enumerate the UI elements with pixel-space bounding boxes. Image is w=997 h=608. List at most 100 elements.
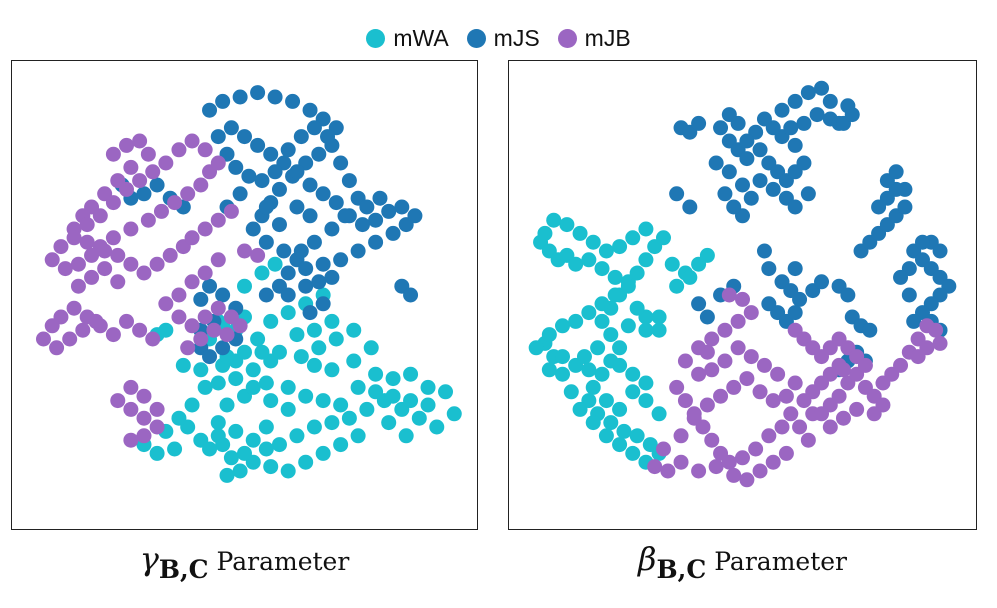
point-mjb-9 bbox=[761, 428, 777, 444]
point-mwa-54 bbox=[537, 225, 553, 241]
point-mwa-52 bbox=[171, 410, 187, 426]
point-mjs-4 bbox=[752, 142, 768, 158]
point-mwa-25 bbox=[625, 445, 641, 461]
point-mwa-66 bbox=[629, 300, 645, 316]
point-mjb-17 bbox=[180, 186, 196, 202]
point-mwa-15 bbox=[594, 366, 610, 382]
point-mjs-82 bbox=[136, 186, 152, 202]
point-mwa-79 bbox=[555, 349, 571, 365]
point-mjb-36 bbox=[756, 357, 772, 373]
point-mwa-65 bbox=[620, 318, 636, 334]
legend-label-mjs: mJS bbox=[493, 24, 540, 51]
point-mjs-49 bbox=[293, 129, 309, 145]
point-mwa-29 bbox=[572, 401, 588, 417]
point-mjs-3 bbox=[739, 151, 755, 167]
point-mjb-85 bbox=[928, 322, 944, 338]
legend-marker-mjb-icon bbox=[557, 28, 577, 48]
point-mjb-73 bbox=[849, 401, 865, 417]
point-mjs-20 bbox=[735, 177, 750, 193]
point-mjs-32 bbox=[800, 85, 816, 101]
point-mjb-2 bbox=[132, 133, 148, 149]
point-mwa-12 bbox=[263, 313, 279, 329]
point-mjs-20 bbox=[298, 261, 314, 277]
scatter-panel-gamma bbox=[11, 60, 478, 530]
point-mjb-6 bbox=[721, 454, 737, 470]
point-mjb-13 bbox=[123, 221, 139, 237]
point-mjs-73 bbox=[906, 313, 922, 329]
point-mjs-62 bbox=[280, 287, 296, 303]
point-mjb-34 bbox=[57, 261, 73, 277]
point-mwa-21 bbox=[438, 384, 454, 400]
point-mjb-58 bbox=[210, 300, 226, 316]
point-mwa-56 bbox=[228, 371, 244, 387]
point-mjs-34 bbox=[822, 93, 838, 109]
point-mjs-5 bbox=[285, 93, 301, 109]
point-mjs-101 bbox=[699, 309, 715, 325]
point-mjs-31 bbox=[354, 217, 370, 233]
point-mjs-35 bbox=[302, 177, 318, 193]
point-mwa-58 bbox=[699, 247, 715, 263]
point-mjb-89 bbox=[136, 428, 152, 444]
point-mjs-100 bbox=[691, 296, 707, 312]
point-mwa-80 bbox=[541, 362, 557, 378]
point-mjs-55 bbox=[337, 208, 353, 224]
point-mjb-40 bbox=[136, 265, 152, 281]
point-mjb-4 bbox=[123, 159, 139, 175]
point-mwa-73 bbox=[298, 454, 314, 470]
point-mwa-71 bbox=[625, 384, 641, 400]
point-mjs-36 bbox=[289, 164, 305, 180]
point-mwa-38 bbox=[581, 305, 597, 321]
point-mjb-13 bbox=[800, 432, 816, 448]
point-mjb-47 bbox=[743, 305, 759, 321]
point-mjb-75 bbox=[822, 419, 838, 435]
point-mjb-51 bbox=[197, 265, 213, 281]
point-mjs-29 bbox=[381, 203, 397, 219]
point-mjs-63 bbox=[298, 278, 314, 294]
point-mwa-63 bbox=[350, 379, 366, 395]
point-mwa-87 bbox=[237, 344, 252, 360]
point-mjb-33 bbox=[44, 252, 60, 268]
point-mjb-49 bbox=[721, 287, 737, 303]
point-mjs-44 bbox=[228, 159, 244, 175]
point-mjs-71 bbox=[202, 278, 218, 294]
point-mjs-31 bbox=[787, 93, 803, 109]
point-mjs-59 bbox=[280, 265, 296, 281]
point-mwa-64 bbox=[651, 322, 667, 338]
point-mjb-26 bbox=[686, 410, 702, 426]
point-mwa-42 bbox=[629, 265, 645, 281]
point-mjb-42 bbox=[677, 353, 693, 369]
point-mjb-24 bbox=[158, 155, 174, 171]
point-mwa-48 bbox=[167, 441, 183, 457]
point-mwa-58 bbox=[258, 375, 274, 391]
point-mjb-25 bbox=[145, 164, 161, 180]
point-mjs-38 bbox=[263, 146, 279, 162]
point-mjs-42 bbox=[210, 129, 226, 145]
point-mwa-85 bbox=[271, 344, 287, 360]
point-mwa-70 bbox=[612, 401, 628, 417]
point-mwa-76 bbox=[612, 357, 628, 373]
point-mjb-55 bbox=[171, 309, 187, 325]
point-mwa-16 bbox=[585, 379, 601, 395]
point-mjb-41 bbox=[149, 256, 165, 272]
point-mjs-70 bbox=[193, 291, 209, 307]
point-mjb-64 bbox=[180, 340, 196, 356]
point-mjb-74 bbox=[835, 410, 851, 426]
point-mwa-69 bbox=[381, 415, 397, 431]
point-mjb-8 bbox=[748, 441, 764, 457]
point-mjs-17 bbox=[258, 234, 274, 250]
point-mwa-6 bbox=[594, 261, 610, 277]
point-mjb-32 bbox=[53, 239, 69, 255]
point-mjb-28 bbox=[105, 195, 121, 211]
point-mwa-5 bbox=[581, 252, 597, 268]
point-mwa-80 bbox=[293, 349, 309, 365]
point-mjs-65 bbox=[324, 269, 340, 285]
scatter-panel-beta bbox=[508, 60, 977, 530]
point-mjs-64 bbox=[897, 181, 913, 197]
point-mwa-15 bbox=[324, 362, 340, 378]
point-mwa-34 bbox=[528, 340, 544, 356]
point-mwa-12 bbox=[603, 327, 619, 343]
point-mjb-38 bbox=[110, 247, 126, 263]
point-mwa-27 bbox=[598, 428, 614, 444]
point-mwa-29 bbox=[324, 415, 340, 431]
point-mjb-21 bbox=[673, 454, 689, 470]
